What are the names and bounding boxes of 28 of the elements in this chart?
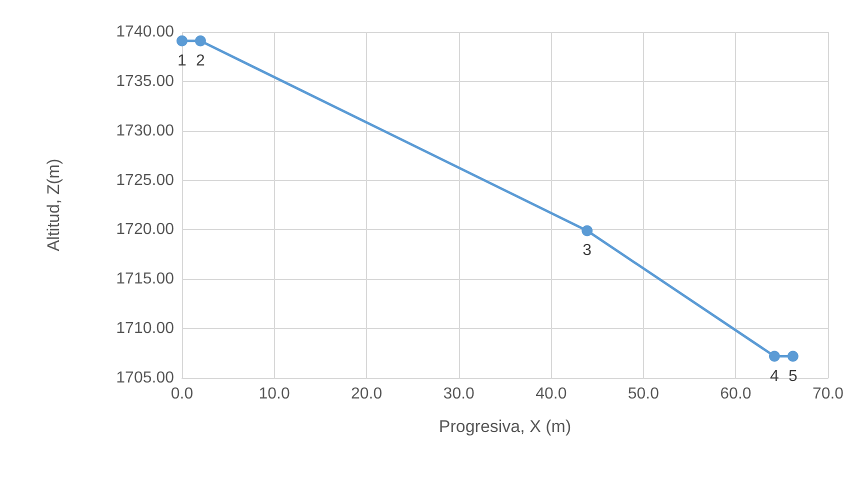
annotation: 2 — [196, 52, 206, 70]
x-tick-label: 70.0 — [812, 386, 844, 402]
annotation: 5 — [788, 368, 798, 385]
point — [768, 350, 780, 362]
y-tick-label: 1705.00 — [116, 370, 174, 386]
x-tick-label: 10.0 — [258, 386, 290, 402]
x-tick-label: 20.0 — [351, 386, 382, 402]
x-tick-label: 60.0 — [720, 386, 752, 402]
annotation: 1 — [178, 52, 187, 70]
point — [194, 35, 206, 46]
annotation: 3 — [582, 242, 592, 260]
point — [787, 350, 798, 362]
point — [582, 225, 593, 236]
y-tick-label: 1715.00 — [116, 270, 174, 288]
x-tick-label: 30.0 — [443, 386, 475, 402]
y-tick-label: 1710.00 — [116, 320, 174, 338]
y-axis-title: Altitud, Z(m) — [44, 158, 63, 252]
y-tick-label: 1720.00 — [116, 221, 174, 238]
x-tick-label: 40.0 — [536, 386, 567, 402]
y-tick-label: 1725.00 — [116, 172, 174, 189]
y-tick-label: 1735.00 — [116, 72, 174, 90]
x-tick-label: 50.0 — [628, 386, 660, 402]
y-tick-label: 1730.00 — [116, 122, 174, 140]
x-axis-title: Progresiva, X (m) — [438, 417, 572, 436]
point — [176, 35, 188, 46]
x-tick-label: 0.0 — [170, 386, 194, 402]
y-tick-label: 1740.00 — [116, 24, 174, 40]
annotation: 4 — [770, 368, 780, 385]
